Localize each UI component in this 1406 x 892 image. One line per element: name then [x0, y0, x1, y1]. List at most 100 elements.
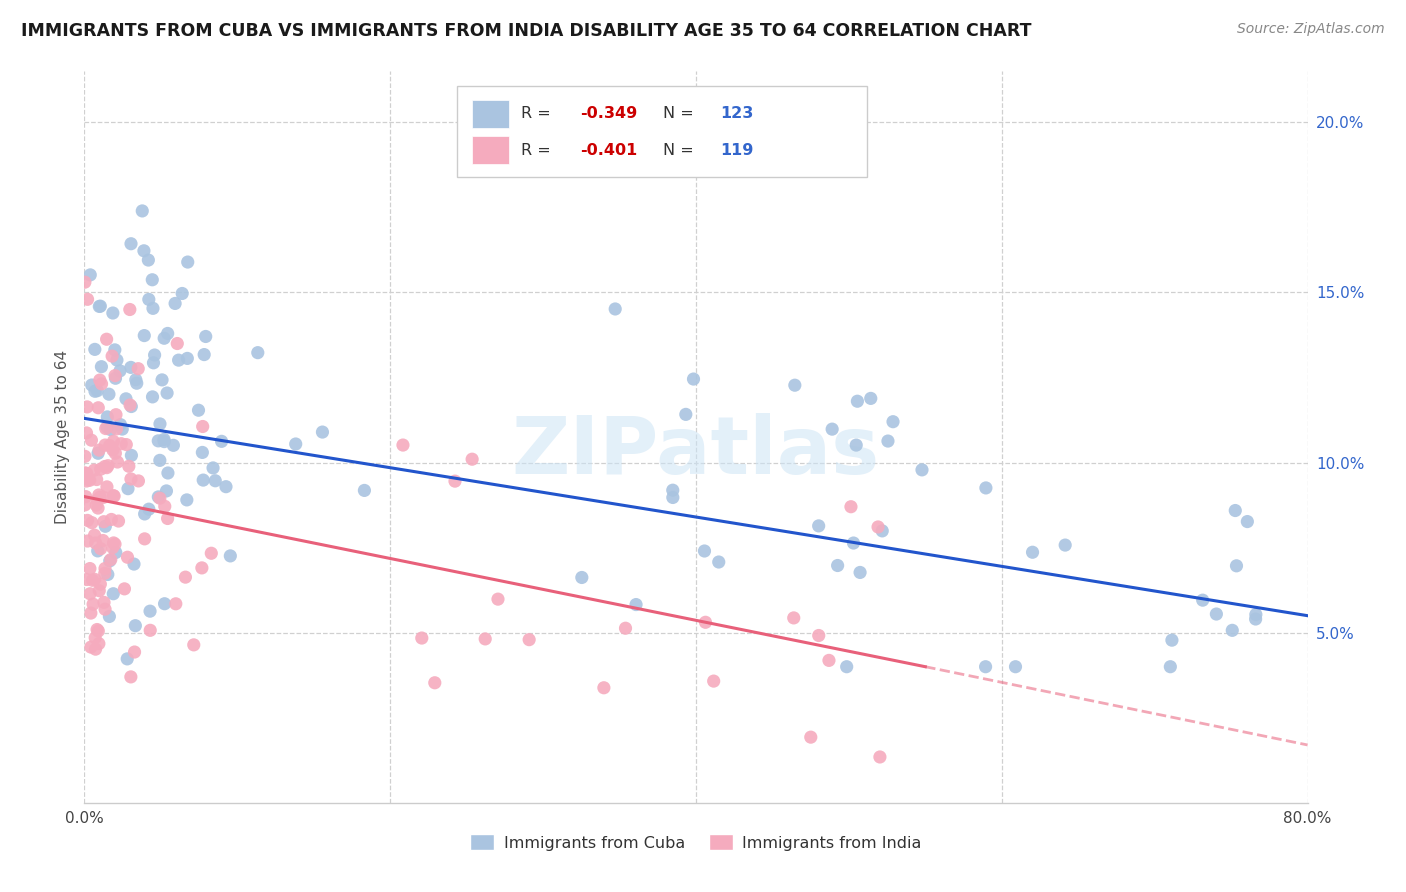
Point: [124, 645, 146, 659]
Point: [118, 459, 141, 474]
Point: [1021, 545, 1043, 559]
Point: [114, 582, 136, 596]
Point: [120, 449, 142, 463]
Point: [86, 493, 108, 508]
Point: [101, 349, 124, 363]
Point: [486, 592, 509, 607]
Point: [105, 353, 128, 368]
Point: [166, 336, 188, 351]
Point: [120, 360, 142, 375]
Point: [191, 561, 214, 575]
Point: [143, 348, 166, 362]
Point: [108, 364, 131, 378]
Point: [1236, 515, 1258, 529]
Point: [93, 595, 115, 609]
Point: [148, 434, 170, 448]
Text: Source: ZipAtlas.com: Source: ZipAtlas.com: [1237, 22, 1385, 37]
Text: N =: N =: [664, 143, 699, 158]
Point: [120, 236, 142, 251]
Point: [134, 532, 156, 546]
Point: [107, 514, 129, 528]
Text: IMMIGRANTS FROM CUBA VS IMMIGRANTS FROM INDIA DISABILITY AGE 35 TO 64 CORRELATIO: IMMIGRANTS FROM CUBA VS IMMIGRANTS FROM …: [21, 22, 1032, 40]
Point: [172, 286, 194, 301]
Point: [148, 490, 170, 504]
Point: [517, 632, 540, 647]
Point: [153, 500, 176, 514]
Point: [125, 376, 148, 391]
Y-axis label: Disability Age 35 to 64: Disability Age 35 to 64: [55, 350, 70, 524]
Point: [204, 474, 226, 488]
Point: [100, 552, 122, 566]
Point: [96, 409, 118, 424]
Point: [877, 434, 900, 448]
Point: [703, 674, 725, 689]
Point: [104, 537, 127, 551]
Point: [215, 480, 238, 494]
Text: R =: R =: [522, 105, 555, 120]
Legend: Immigrants from Cuba, Immigrants from India: Immigrants from Cuba, Immigrants from In…: [464, 828, 928, 857]
Point: [141, 273, 163, 287]
Point: [89, 443, 111, 458]
Point: [353, 483, 375, 498]
Point: [73, 450, 96, 464]
Point: [104, 371, 127, 385]
Point: [80, 640, 103, 654]
Point: [84, 631, 107, 645]
Point: [87, 401, 110, 415]
Point: [138, 502, 160, 516]
Point: [90, 541, 112, 556]
Point: [1220, 624, 1243, 638]
Point: [86, 623, 108, 637]
Text: -0.401: -0.401: [579, 143, 637, 158]
Point: [94, 459, 117, 474]
Point: [76, 534, 98, 549]
Point: [827, 558, 849, 573]
Point: [1054, 538, 1077, 552]
Point: [661, 483, 683, 498]
Point: [845, 438, 868, 452]
Point: [783, 378, 806, 392]
Point: [79, 561, 101, 575]
Point: [104, 343, 127, 357]
Point: [86, 473, 108, 487]
Point: [83, 573, 105, 587]
Point: [142, 356, 165, 370]
Point: [165, 296, 187, 310]
Point: [82, 597, 104, 611]
Point: [139, 624, 162, 638]
Point: [122, 557, 145, 571]
Point: [89, 300, 111, 314]
Point: [194, 329, 217, 343]
Point: [675, 408, 697, 422]
Point: [183, 638, 205, 652]
Point: [1244, 612, 1267, 626]
Point: [200, 546, 222, 560]
Point: [105, 422, 128, 436]
Point: [98, 554, 121, 568]
Point: [104, 368, 127, 383]
Point: [444, 474, 467, 488]
Text: R =: R =: [522, 143, 555, 158]
Point: [80, 606, 103, 620]
Point: [89, 583, 111, 598]
Point: [835, 659, 858, 673]
Point: [80, 378, 103, 392]
Point: [624, 598, 647, 612]
Point: [87, 446, 110, 460]
Point: [83, 463, 105, 477]
Point: [1004, 659, 1026, 673]
Point: [73, 466, 96, 480]
Point: [118, 302, 141, 317]
Point: [94, 519, 117, 533]
Point: [75, 490, 97, 504]
Point: [614, 621, 637, 635]
Point: [90, 376, 112, 391]
Text: 119: 119: [720, 143, 754, 158]
Point: [141, 390, 163, 404]
Point: [96, 420, 118, 434]
Bar: [472, 100, 509, 128]
Point: [100, 512, 122, 526]
Point: [846, 394, 869, 409]
Point: [842, 536, 865, 550]
Point: [423, 675, 446, 690]
